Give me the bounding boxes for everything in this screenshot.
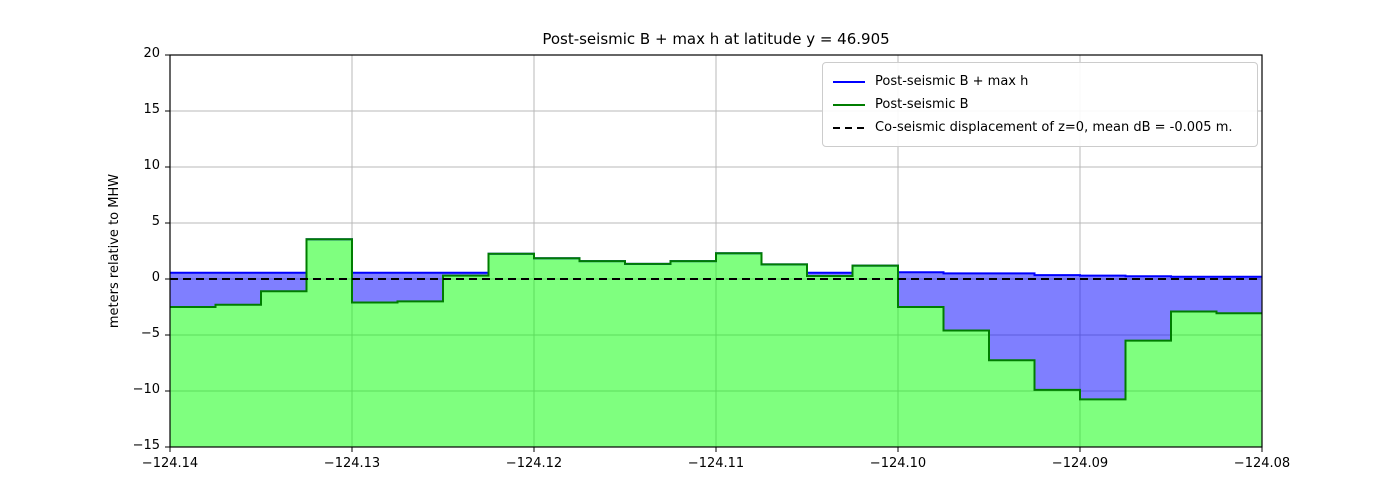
y-tick-label: 20 <box>143 46 160 61</box>
x-tick-label: −124.08 <box>1233 456 1291 471</box>
x-tick-label: −124.12 <box>505 456 563 471</box>
legend-item: Post-seismic B + max h <box>833 70 1247 93</box>
series-line-b <box>170 238 1262 401</box>
x-tick-label: −124.13 <box>323 456 381 471</box>
legend: Post-seismic B + max h Post-seismic B Co… <box>822 62 1258 147</box>
legend-label: Post-seismic B <box>875 97 969 112</box>
legend-item: Post-seismic B <box>833 93 1247 116</box>
green-line-icon <box>833 103 865 106</box>
y-tick-label: 15 <box>143 102 160 117</box>
x-tick-label: −124.09 <box>1051 456 1109 471</box>
legend-label: Co-seismic displacement of z=0, mean dB … <box>875 120 1233 135</box>
dashed-line-icon <box>833 126 865 129</box>
x-tick-label: −124.11 <box>687 456 745 471</box>
y-tick-label: −5 <box>140 326 160 341</box>
y-tick-label: 0 <box>151 270 160 285</box>
x-tick-label: −124.10 <box>869 456 927 471</box>
chart-title: Post-seismic B + max h at latitude y = 4… <box>542 30 890 48</box>
legend-label: Post-seismic B + max h <box>875 74 1029 89</box>
blue-line-icon <box>833 80 865 83</box>
y-tick-label: 10 <box>143 158 160 173</box>
legend-item: Co-seismic displacement of z=0, mean dB … <box>833 116 1247 139</box>
y-tick-label: 5 <box>151 214 160 229</box>
x-tick-label: −124.14 <box>141 456 199 471</box>
y-tick-label: −10 <box>132 382 160 397</box>
y-tick-label: −15 <box>132 438 160 453</box>
y-axis-label: meters relative to MHW <box>107 173 122 329</box>
